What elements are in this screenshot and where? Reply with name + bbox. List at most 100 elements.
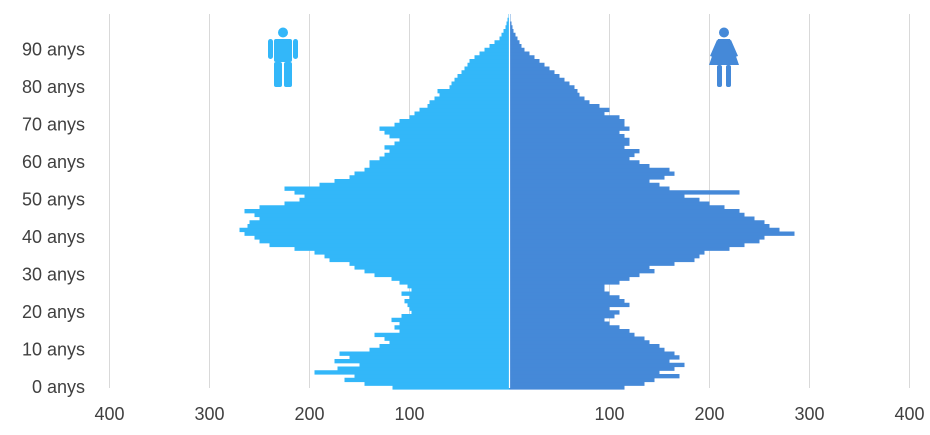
male-bar: [244, 209, 510, 214]
male-bar: [409, 306, 510, 311]
male-bar: [284, 201, 510, 206]
male-bar: [259, 205, 510, 210]
female-bar: [509, 190, 740, 195]
female-bar: [509, 164, 650, 169]
male-bar: [409, 295, 510, 300]
male-bar: [464, 66, 510, 71]
male-bar: [329, 257, 510, 263]
female-bar: [509, 36, 518, 41]
male-bar: [284, 186, 510, 191]
male-bar: [389, 340, 510, 345]
male-bar: [319, 182, 510, 188]
female-bar: [509, 70, 555, 75]
female-bar: [509, 227, 780, 233]
female-bar: [509, 302, 630, 308]
y-tick-label: 80 anys: [22, 77, 85, 97]
male-bar: [359, 362, 510, 368]
x-tick-label: 300: [794, 404, 824, 424]
male-bar: [474, 55, 510, 60]
female-bar: [509, 81, 570, 86]
y-tick-label: 50 anys: [22, 190, 85, 210]
male-bar: [354, 265, 510, 270]
female-bar: [509, 377, 655, 383]
female-bar: [509, 220, 765, 225]
x-tick-label: 300: [194, 404, 224, 424]
x-tick-label: 200: [294, 404, 324, 424]
female-bar: [509, 51, 530, 56]
y-tick-label: 20 anys: [22, 302, 85, 322]
male-bar: [503, 29, 510, 34]
female-bar: [509, 374, 680, 379]
female-bar: [509, 224, 770, 229]
female-bar: [509, 156, 630, 161]
male-bar: [349, 261, 510, 266]
female-bar: [509, 62, 545, 68]
male-bar: [407, 302, 510, 308]
x-tick-label: 100: [394, 404, 424, 424]
female-bar: [509, 355, 680, 360]
male-bar: [384, 152, 510, 158]
female-bar: [509, 359, 670, 364]
male-bar: [451, 81, 510, 86]
male-bar: [449, 85, 510, 90]
female-bar: [509, 77, 565, 83]
male-bar: [407, 284, 510, 289]
male-bar: [391, 276, 510, 281]
female-bar: [509, 47, 525, 53]
female-bar: [509, 246, 730, 251]
female-bar: [509, 167, 670, 173]
male-bar: [364, 269, 510, 274]
male-bar: [364, 381, 510, 386]
male-bar: [379, 156, 510, 161]
male-bar: [429, 100, 510, 105]
male-icon: [268, 27, 298, 87]
female-bar: [509, 265, 650, 270]
male-bar: [479, 51, 510, 56]
female-bar: [509, 149, 640, 154]
male-bar: [499, 36, 510, 41]
female-bar: [509, 29, 514, 34]
female-bar: [509, 89, 578, 94]
female-bar: [509, 21, 512, 26]
male-bar: [411, 310, 510, 315]
male-bar: [244, 231, 510, 236]
male-bar: [399, 119, 510, 124]
female-bar: [509, 310, 620, 315]
female-bar: [509, 126, 630, 131]
female-bar: [509, 100, 590, 105]
female-bar: [509, 119, 625, 124]
female-bar: [509, 254, 700, 259]
male-bar: [354, 374, 510, 379]
male-bar: [389, 149, 510, 154]
male-bar: [299, 197, 510, 203]
female-bar: [509, 85, 575, 90]
male-bar: [334, 359, 510, 364]
male-bar: [437, 89, 510, 94]
x-tick-label: 400: [94, 404, 124, 424]
female-bar: [509, 92, 580, 98]
female-bar: [509, 96, 585, 101]
male-bar: [467, 62, 510, 68]
male-bar: [369, 160, 510, 165]
male-bar: [457, 74, 510, 79]
female-bar: [509, 276, 630, 281]
female-bar: [509, 66, 550, 71]
female-bar: [509, 152, 635, 158]
female-bar: [509, 366, 675, 371]
female-bar: [509, 370, 660, 375]
female-bar: [509, 205, 725, 210]
y-tick-label: 30 anys: [22, 265, 85, 285]
female-bar: [509, 160, 640, 165]
female-bar: [509, 179, 650, 184]
female-bar: [509, 284, 605, 289]
female-bar: [509, 201, 710, 206]
female-bar: [509, 280, 620, 285]
female-bar: [509, 141, 630, 146]
male-bar: [484, 47, 510, 53]
female-bar: [509, 197, 700, 203]
male-bar: [427, 104, 510, 109]
female-bar: [509, 385, 625, 390]
male-bar: [369, 347, 510, 353]
